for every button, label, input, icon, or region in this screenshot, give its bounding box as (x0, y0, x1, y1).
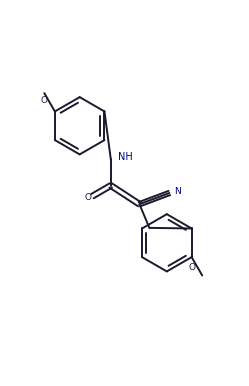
Text: NH: NH (118, 152, 133, 162)
Text: N: N (174, 187, 181, 196)
Text: O: O (189, 263, 196, 272)
Text: O: O (85, 193, 92, 201)
Text: O: O (41, 96, 48, 105)
